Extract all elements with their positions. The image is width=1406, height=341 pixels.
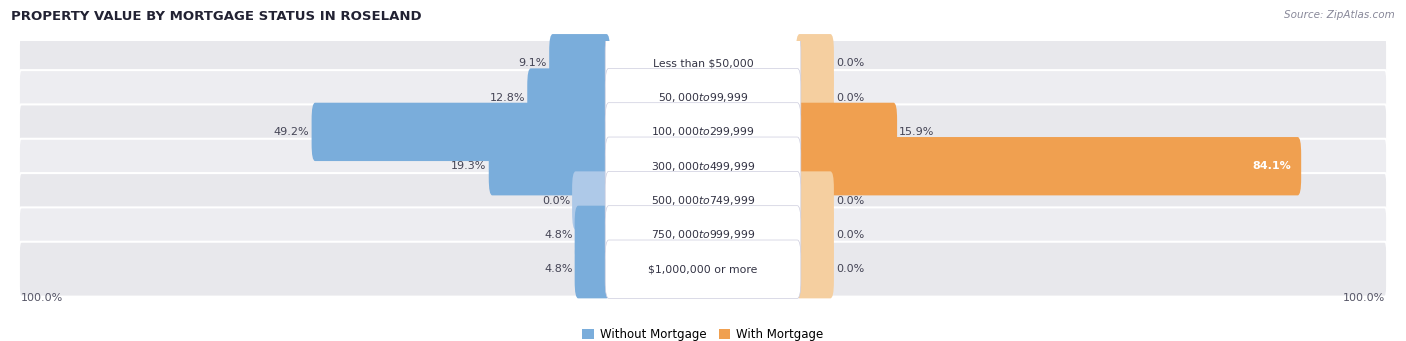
Text: 84.1%: 84.1% — [1253, 161, 1291, 171]
Text: 9.1%: 9.1% — [519, 58, 547, 68]
Text: 49.2%: 49.2% — [274, 127, 309, 137]
FancyBboxPatch shape — [575, 206, 610, 264]
FancyBboxPatch shape — [489, 137, 610, 195]
Text: 4.8%: 4.8% — [544, 264, 572, 274]
Text: 0.0%: 0.0% — [837, 58, 865, 68]
Text: 15.9%: 15.9% — [900, 127, 935, 137]
Text: $1,000,000 or more: $1,000,000 or more — [648, 264, 758, 274]
FancyBboxPatch shape — [18, 139, 1388, 194]
FancyBboxPatch shape — [18, 104, 1388, 159]
Text: Source: ZipAtlas.com: Source: ZipAtlas.com — [1284, 10, 1395, 20]
Legend: Without Mortgage, With Mortgage: Without Mortgage, With Mortgage — [582, 328, 824, 341]
Text: $300,000 to $499,999: $300,000 to $499,999 — [651, 160, 755, 173]
Text: 0.0%: 0.0% — [837, 92, 865, 103]
FancyBboxPatch shape — [796, 240, 834, 298]
FancyBboxPatch shape — [605, 206, 801, 264]
FancyBboxPatch shape — [605, 240, 801, 298]
Text: Less than $50,000: Less than $50,000 — [652, 58, 754, 68]
Text: 19.3%: 19.3% — [451, 161, 486, 171]
Text: 4.8%: 4.8% — [544, 230, 572, 240]
FancyBboxPatch shape — [312, 103, 610, 161]
Text: 0.0%: 0.0% — [541, 195, 569, 206]
FancyBboxPatch shape — [572, 172, 610, 230]
FancyBboxPatch shape — [18, 207, 1388, 262]
FancyBboxPatch shape — [605, 34, 801, 92]
FancyBboxPatch shape — [796, 34, 834, 92]
Text: $50,000 to $99,999: $50,000 to $99,999 — [658, 91, 748, 104]
FancyBboxPatch shape — [796, 137, 1301, 195]
Text: 100.0%: 100.0% — [1343, 293, 1385, 303]
Text: 0.0%: 0.0% — [837, 230, 865, 240]
Text: 12.8%: 12.8% — [489, 92, 526, 103]
FancyBboxPatch shape — [796, 206, 834, 264]
FancyBboxPatch shape — [605, 137, 801, 195]
FancyBboxPatch shape — [575, 240, 610, 298]
FancyBboxPatch shape — [18, 173, 1388, 228]
FancyBboxPatch shape — [605, 103, 801, 161]
FancyBboxPatch shape — [18, 36, 1388, 91]
FancyBboxPatch shape — [18, 70, 1388, 125]
FancyBboxPatch shape — [527, 69, 610, 127]
FancyBboxPatch shape — [550, 34, 610, 92]
FancyBboxPatch shape — [605, 69, 801, 127]
FancyBboxPatch shape — [796, 69, 834, 127]
Text: $500,000 to $749,999: $500,000 to $749,999 — [651, 194, 755, 207]
FancyBboxPatch shape — [18, 242, 1388, 297]
Text: PROPERTY VALUE BY MORTGAGE STATUS IN ROSELAND: PROPERTY VALUE BY MORTGAGE STATUS IN ROS… — [11, 10, 422, 23]
Text: $750,000 to $999,999: $750,000 to $999,999 — [651, 228, 755, 241]
FancyBboxPatch shape — [796, 103, 897, 161]
Text: 100.0%: 100.0% — [21, 293, 63, 303]
Text: $100,000 to $299,999: $100,000 to $299,999 — [651, 125, 755, 138]
Text: 0.0%: 0.0% — [837, 195, 865, 206]
Text: 0.0%: 0.0% — [837, 264, 865, 274]
FancyBboxPatch shape — [605, 172, 801, 230]
FancyBboxPatch shape — [796, 172, 834, 230]
